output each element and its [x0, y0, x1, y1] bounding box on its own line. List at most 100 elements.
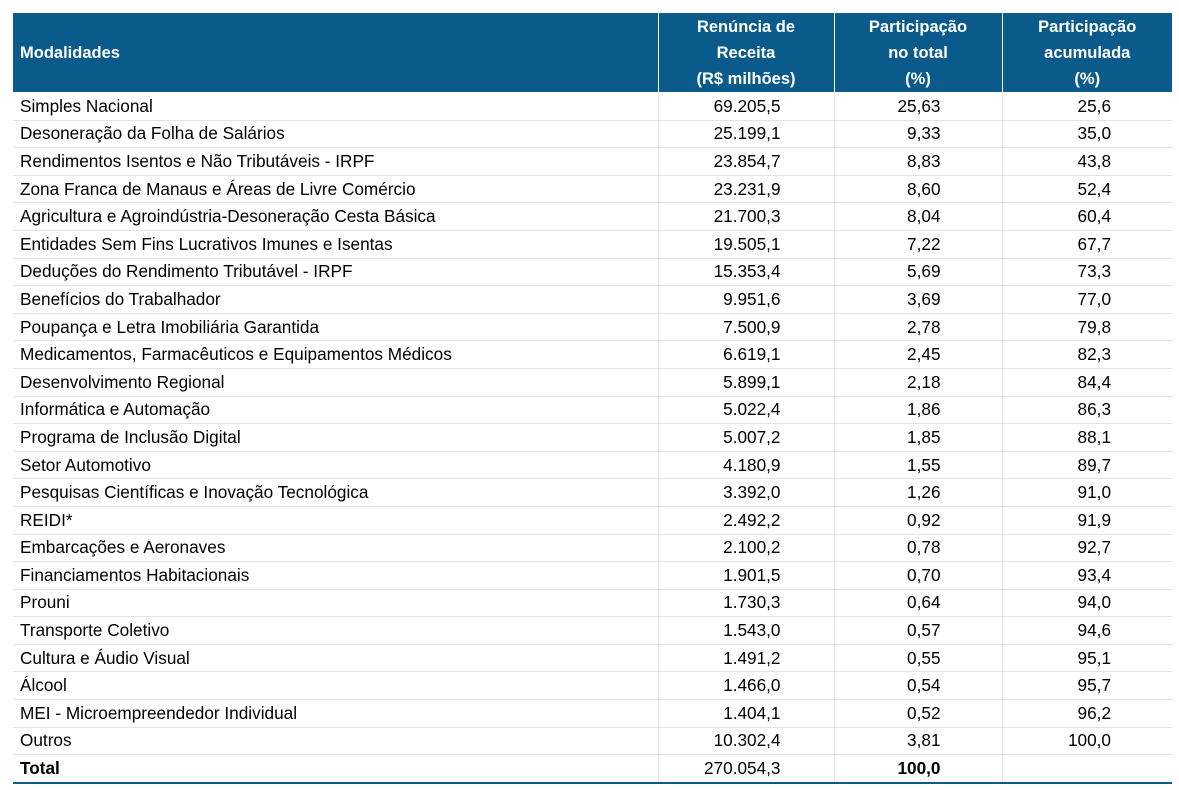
modalidade-cell: REIDI*: [13, 506, 659, 535]
total-acumulada-empty: [1002, 754, 1172, 785]
participacao-acumulada-cell: 60,4: [1002, 202, 1172, 231]
total-label: Total: [13, 754, 659, 785]
header-participacao-acumulada-line: Participação: [1038, 17, 1137, 36]
participacao-acumulada-cell: 52,4: [1002, 175, 1172, 204]
participacao-total-cell: 3,69: [834, 285, 1003, 314]
participacao-total-cell: 1,86: [834, 396, 1003, 425]
participacao-acumulada-cell: 86,3: [1002, 396, 1172, 425]
participacao-acumulada-cell: 96,2: [1002, 699, 1172, 728]
table-row: Embarcações e Aeronaves 2.100,2 0,78 92,7: [13, 534, 1172, 563]
header-row: Modalidades Renúncia de Receita (R$ milh…: [13, 13, 1172, 93]
participacao-total-cell: 9,33: [834, 120, 1003, 149]
participacao-total-cell: 5,69: [834, 258, 1003, 287]
renuncia-cell: 23.854,7: [658, 147, 835, 176]
table-row: Poupança e Letra Imobiliária Garantida 7.…: [13, 313, 1172, 342]
table-body: Simples Nacional 69.205,5 25,63 25,6 Desoner…: [13, 92, 1172, 756]
table-row: Entidades Sem Fins Lucrativos Imunes e I…: [13, 230, 1172, 259]
renuncia-cell: 1.901,5: [658, 561, 835, 590]
participacao-total-cell: 0,70: [834, 561, 1003, 590]
modalidade-cell: Cultura e Áudio Visual: [13, 644, 659, 673]
participacao-acumulada-cell: 25,6: [1002, 92, 1172, 121]
participacao-acumulada-cell: 77,0: [1002, 285, 1172, 314]
renuncia-cell: 6.619,1: [658, 340, 835, 369]
participacao-acumulada-cell: 91,9: [1002, 506, 1172, 535]
table-row: Prouni 1.730,3 0,64 94,0: [13, 589, 1172, 618]
header-renuncia-line: Renúncia de: [696, 17, 796, 36]
participacao-total-cell: 0,57: [834, 616, 1003, 645]
participacao-acumulada-cell: 91,0: [1002, 478, 1172, 507]
tax-expenditure-table-container: Modalidades Renúncia de Receita (R$ milh…: [13, 13, 1172, 785]
participacao-total-cell: 8,60: [834, 175, 1003, 204]
header-renuncia-line: Receita: [716, 43, 776, 62]
participacao-acumulada-cell: 88,1: [1002, 423, 1172, 452]
renuncia-cell: 5.007,2: [658, 423, 835, 452]
participacao-total-cell: 1,85: [834, 423, 1003, 452]
table-footer: Total 270.054,3 100,0: [13, 754, 1172, 785]
participacao-acumulada-cell: 67,7: [1002, 230, 1172, 259]
participacao-total-cell: 2,18: [834, 368, 1003, 397]
modalidade-cell: Zona Franca de Manaus e Áreas de Livre C…: [13, 175, 659, 204]
participacao-total-cell: 0,55: [834, 644, 1003, 673]
modalidade-cell: Rendimentos Isentos e Não Tributáveis - …: [13, 147, 659, 176]
participacao-acumulada-cell: 73,3: [1002, 258, 1172, 287]
renuncia-cell: 1.466,0: [658, 671, 835, 701]
modalidade-cell: Prouni: [13, 589, 659, 618]
participacao-acumulada-cell: 43,8: [1002, 147, 1172, 176]
modalidade-cell: Deduções do Rendimento Tributável - IRPF: [13, 258, 659, 287]
participacao-total-cell: 2,78: [834, 313, 1003, 342]
renuncia-cell: 10.302,4: [658, 727, 835, 756]
table-row: Álcool 1.466,0 0,54 95,7: [13, 671, 1172, 701]
header-renuncia: Renúncia de Receita (R$ milhões): [658, 13, 835, 93]
participacao-acumulada-cell: 89,7: [1002, 451, 1172, 480]
participacao-acumulada-cell: 82,3: [1002, 340, 1172, 369]
total-participacao: 100,0: [834, 754, 1003, 785]
participacao-total-cell: 1,26: [834, 478, 1003, 507]
header-participacao-acumulada-line: (%): [1074, 69, 1101, 88]
modalidade-cell: Poupança e Letra Imobiliária Garantida: [13, 313, 659, 342]
table-row: Pesquisas Científicas e Inovação Tecnoló…: [13, 478, 1172, 507]
table-row: Medicamentos, Farmacêuticos e Equipament…: [13, 340, 1172, 369]
header-renuncia-line: (R$ milhões): [696, 69, 796, 88]
table-row: Transporte Coletivo 1.543,0 0,57 94,6: [13, 616, 1172, 645]
participacao-total-cell: 0,52: [834, 699, 1003, 728]
renuncia-cell: 23.231,9: [658, 175, 835, 204]
renuncia-cell: 7.500,9: [658, 313, 835, 342]
total-row: Total 270.054,3 100,0: [13, 754, 1172, 785]
modalidade-cell: Medicamentos, Farmacêuticos e Equipament…: [13, 340, 659, 369]
participacao-total-cell: 8,83: [834, 147, 1003, 176]
participacao-total-cell: 25,63: [834, 92, 1003, 121]
table-row: Cultura e Áudio Visual 1.491,2 0,55 95,1: [13, 644, 1172, 673]
renuncia-cell: 25.199,1: [658, 120, 835, 149]
table-row: Informática e Automação 5.022,4 1,86 86,3: [13, 396, 1172, 425]
modalidade-cell: Entidades Sem Fins Lucrativos Imunes e I…: [13, 230, 659, 259]
renuncia-cell: 19.505,1: [658, 230, 835, 259]
participacao-acumulada-cell: 94,6: [1002, 616, 1172, 645]
participacao-acumulada-cell: 35,0: [1002, 120, 1172, 149]
table-row: Programa de Inclusão Digital 5.007,2 1,85 8…: [13, 423, 1172, 452]
table-row: Simples Nacional 69.205,5 25,63 25,6: [13, 92, 1172, 121]
renuncia-cell: 21.700,3: [658, 202, 835, 231]
renuncia-cell: 1.404,1: [658, 699, 835, 728]
participacao-total-cell: 2,45: [834, 340, 1003, 369]
table-row: Zona Franca de Manaus e Áreas de Livre C…: [13, 175, 1172, 204]
modalidade-cell: Embarcações e Aeronaves: [13, 534, 659, 563]
table-header: Modalidades Renúncia de Receita (R$ milh…: [13, 13, 1172, 93]
header-participacao-total-line: (%): [905, 69, 931, 88]
participacao-acumulada-cell: 95,7: [1002, 671, 1172, 701]
renuncia-cell: 3.392,0: [658, 478, 835, 507]
table-row: Outros 10.302,4 3,81 100,0: [13, 727, 1172, 756]
table-row: Rendimentos Isentos e Não Tributáveis - …: [13, 147, 1172, 176]
renuncia-cell: 69.205,5: [658, 92, 835, 121]
participacao-total-cell: 0,64: [834, 589, 1003, 618]
table-row: MEI - Microempreendedor Individual 1.404,…: [13, 699, 1172, 728]
table-row: Setor Automotivo 4.180,9 1,55 89,7: [13, 451, 1172, 480]
participacao-acumulada-cell: 92,7: [1002, 534, 1172, 563]
table-row: Benefícios do Trabalhador 9.951,6 3,69 77,0: [13, 285, 1172, 314]
header-participacao-total-line: Participação: [868, 17, 968, 36]
table-row: Desoneração da Folha de Salários 25.199,1…: [13, 120, 1172, 149]
modalidade-cell: Álcool: [13, 671, 659, 701]
modalidade-cell: MEI - Microempreendedor Individual: [13, 699, 659, 728]
renuncia-cell: 5.022,4: [658, 396, 835, 425]
renuncia-cell: 9.951,6: [658, 285, 835, 314]
participacao-total-cell: 7,22: [834, 230, 1003, 259]
